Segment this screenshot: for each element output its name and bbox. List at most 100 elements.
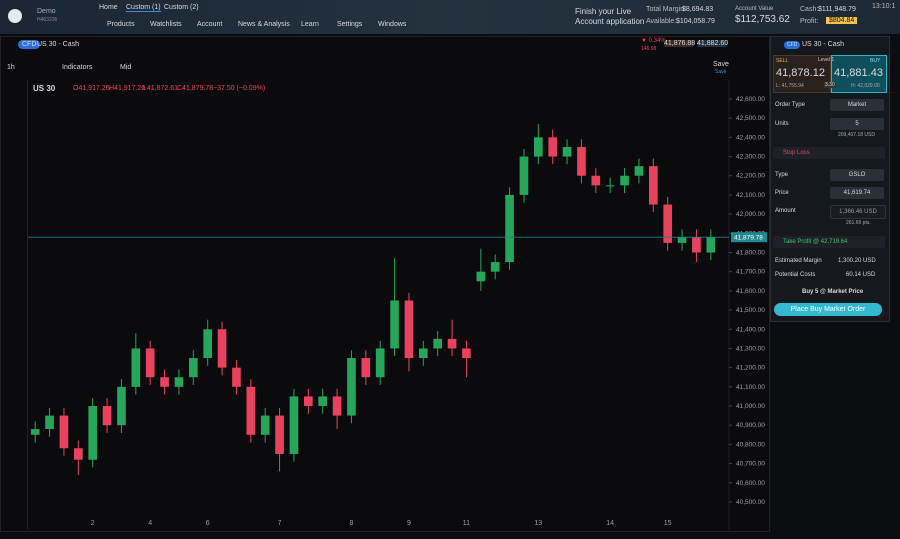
candle-body (217, 329, 227, 368)
candle-body (318, 396, 327, 407)
indicators[interactable]: Indicators (62, 64, 93, 71)
tab[interactable]: Custom (1) (126, 4, 161, 12)
y-tick-label: 40,900.00 (736, 422, 765, 429)
candle-body (562, 146, 572, 157)
place-order[interactable]: Place Buy Market Order (774, 303, 882, 316)
ask[interactable]: 41,882.60 (697, 40, 729, 47)
candle-body (706, 237, 716, 253)
x-tick-label: 15 (664, 520, 672, 527)
buy-box[interactable] (831, 55, 887, 93)
label: Account Value (735, 6, 774, 12)
stop-loss-row[interactable] (773, 147, 885, 159)
candle-body (490, 262, 500, 272)
candle-body (591, 175, 601, 186)
buy-price: 41,881.43 (834, 67, 883, 79)
label: Profit: (800, 18, 819, 25)
label: Amount (775, 208, 796, 214)
y-tick-label: 41,700.00 (736, 269, 765, 276)
y-tick-label: 42,600.00 (736, 96, 765, 103)
candle-body (534, 137, 543, 157)
points: 261.69 pts. (846, 220, 871, 226)
candle-body (433, 338, 442, 349)
candle-body (59, 415, 69, 449)
candle-body (88, 406, 97, 460)
take-profit-row[interactable] (773, 236, 885, 248)
menu-item[interactable]: Products (107, 21, 135, 28)
y-tick-label: 42,300.00 (736, 154, 765, 161)
candle-body (375, 348, 385, 378)
candle-body (189, 358, 198, 378)
menu-item[interactable]: Windows (378, 21, 407, 28)
legend-symbol: US 30 (33, 84, 56, 93)
menu-item[interactable]: Settings (337, 21, 363, 28)
candle-body (347, 358, 356, 416)
candle-body (102, 406, 112, 426)
price-tag (731, 232, 767, 243)
candle-body (577, 146, 586, 176)
tab[interactable]: Custom (2) (164, 4, 199, 11)
y-tick-label: 40,600.00 (736, 480, 765, 487)
drawing-toolbar (0, 80, 28, 530)
candle-body (30, 429, 40, 435)
candle-body (663, 204, 672, 243)
chart: 40,500.00 40,600.00 40,700.00 40,800.00 40,9… (28, 80, 767, 530)
candle-body (160, 377, 169, 387)
sl-amount[interactable]: 1,366.46 USD (830, 205, 886, 219)
save[interactable]: Save (713, 61, 729, 68)
y-tick-label: 42,500.00 (736, 115, 765, 122)
candle-body (548, 137, 557, 157)
candle-body (419, 348, 428, 359)
stop-loss: Stop Loss (783, 150, 810, 156)
logo[interactable] (8, 9, 22, 23)
sell-box[interactable] (773, 55, 831, 93)
y-tick-label: 41,300.00 (736, 345, 765, 352)
interval[interactable]: 1h (7, 64, 15, 71)
menu-item[interactable]: Account (197, 21, 223, 28)
y-tick-label: 41,200.00 (736, 365, 765, 372)
candle-body (131, 348, 141, 387)
finish-app[interactable]: Account application (575, 17, 645, 26)
top-bar (0, 0, 900, 34)
menu-item[interactable]: Watchlists (150, 21, 182, 28)
finish-app[interactable]: Finish your Live (575, 7, 632, 16)
menu-item[interactable]: Learn (301, 21, 319, 28)
value: $111,948.79 (818, 6, 856, 13)
candle-body (634, 166, 644, 176)
candle-body (275, 415, 284, 454)
x-tick-label: 7 (278, 520, 282, 527)
save-sub: Save (715, 69, 727, 75)
candle-body (404, 300, 414, 359)
candle-body (246, 386, 256, 435)
candle-body (232, 367, 241, 387)
tab[interactable]: Home (99, 4, 118, 11)
day-low: L: 41,755.94 (776, 83, 804, 89)
menu-item[interactable]: News & Analysis (238, 21, 290, 28)
candle-body (605, 185, 615, 187)
legend-change: −37.50 (−0.09%) (213, 85, 266, 92)
candle-body (476, 271, 486, 282)
candle-body (260, 415, 270, 435)
label: Estimated Margin (775, 258, 822, 264)
price-type[interactable]: Mid (120, 64, 132, 71)
y-tick-label: 42,200.00 (736, 173, 765, 180)
level[interactable]: Level 1 (818, 57, 835, 63)
instrument: US 30 - Cash (802, 41, 845, 48)
clock: 13:10:1 (872, 3, 896, 10)
notional: 209,407.18 USD (838, 132, 875, 138)
x-tick-label: 11 (463, 520, 470, 527)
bid[interactable]: 41,876.88 (664, 40, 696, 47)
candle-body (390, 300, 399, 349)
instrument[interactable]: US 30 - Cash (37, 41, 80, 48)
units[interactable]: 5 (830, 118, 884, 130)
sl-type[interactable]: GSLO (830, 169, 884, 181)
candle-body (74, 448, 83, 460)
x-tick-label: 2 (91, 520, 95, 527)
change: ▼ 0.34% (641, 38, 666, 44)
order-type[interactable]: Market (830, 99, 884, 111)
label: Available: (646, 18, 677, 25)
sl-price[interactable]: 41,619.74 (830, 187, 884, 199)
y-tick-label: 42,400.00 (736, 134, 765, 141)
buy-label: BUY (870, 58, 881, 64)
y-tick-label: 41,600.00 (736, 288, 765, 295)
y-tick-label: 41,500.00 (736, 307, 765, 314)
